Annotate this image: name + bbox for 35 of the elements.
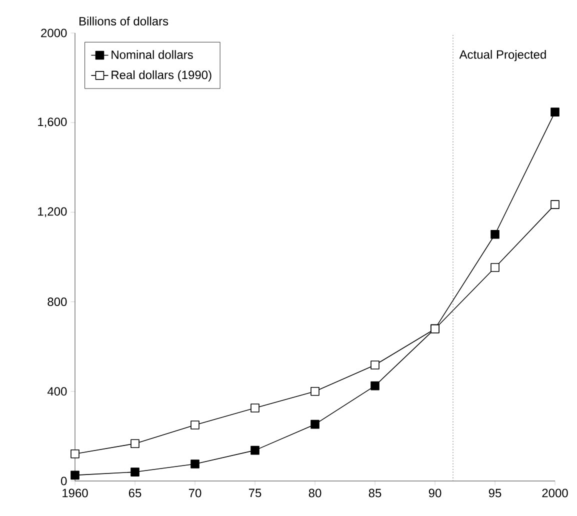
legend-label: Nominal dollars [112,50,193,59]
y-axis-title: Billions of dollars [80,16,168,26]
annotation: Actual [459,50,492,59]
y-tick-label: 0 [61,476,67,486]
x-tick-label: 95 [488,488,502,498]
point [130,439,140,448]
point [310,420,320,429]
legend-label: Real dollars (1990) [112,70,212,82]
y-tick-label: 1,600 [38,118,67,128]
point [70,470,80,480]
x-tick-label: 75 [248,488,262,498]
x-tick-label: 70 [188,488,202,498]
point [550,108,560,116]
point [490,230,500,239]
point [190,420,200,430]
point [370,381,380,390]
annotation: Projected [496,50,546,62]
x-tick-label: 2000 [542,488,568,498]
point [370,360,380,370]
point [250,404,260,412]
y-tick-label: 2000 [41,28,67,38]
point [490,263,500,272]
y-tick-label: 800 [48,298,67,306]
x-tick-label: 85 [368,488,382,498]
point [70,450,80,458]
x-tick-label: 90 [428,488,442,498]
x-tick-label: 80 [308,488,322,498]
y-tick-label: 1,200 [38,207,67,218]
y-tick-label: 400 [47,387,67,396]
point [190,460,200,468]
point [250,446,260,455]
x-tick-label: 1960 [62,488,88,498]
x-tick-label: 65 [128,488,142,498]
point [310,387,320,396]
point [130,468,140,476]
